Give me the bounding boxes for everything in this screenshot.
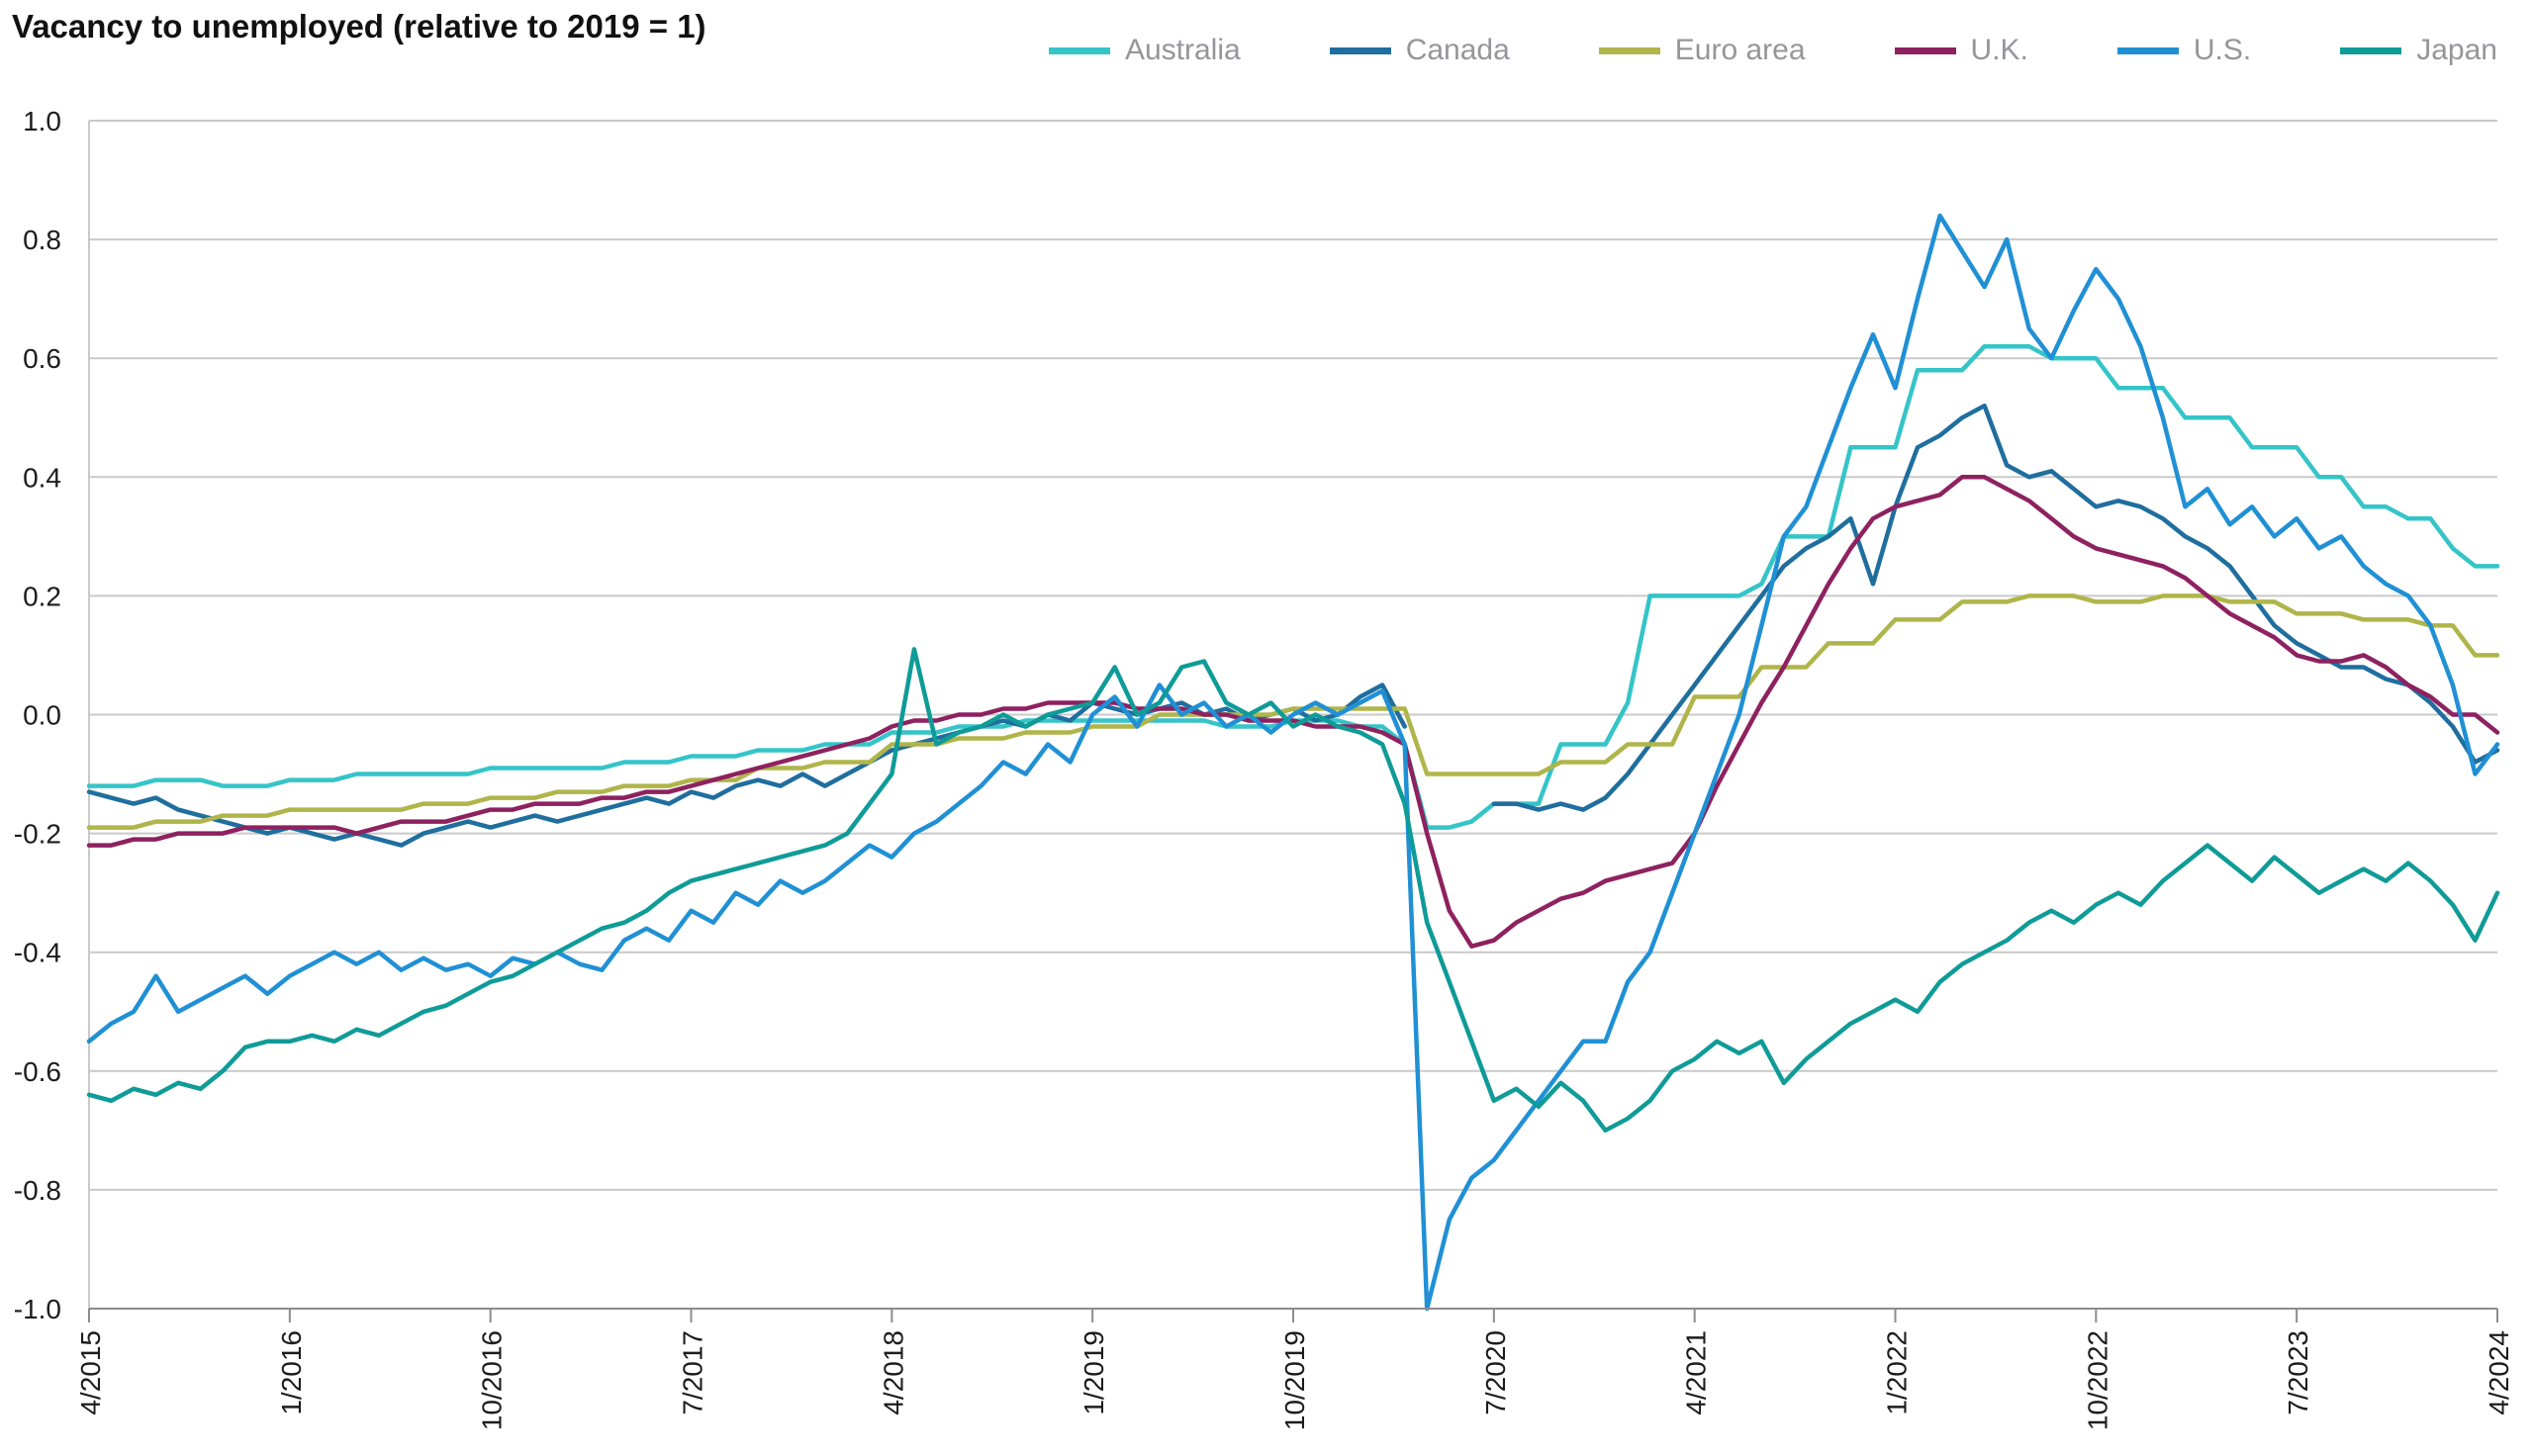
legend-label: U.S. [2193,34,2252,66]
legend-item-canada: Canada [1329,34,1510,67]
series-line-euro-area [86,593,2500,830]
series-line-canada [86,403,2500,848]
y-tick-label: -0.8 [14,1175,61,1206]
x-tick-label: 1/2022 [1882,1330,1913,1415]
legend-line-swatch-icon [1894,46,1956,54]
x-tick-label: 7/2017 [678,1330,708,1415]
legend-item-u-s: U.S. [2116,34,2252,67]
y-tick-label: 0.4 [23,462,61,493]
y-tick-label: -1.0 [14,1294,61,1324]
x-tick-label: 1/2016 [276,1330,307,1415]
x-tick-label: 7/2020 [1480,1330,1511,1415]
series-line-u-s [86,213,2500,1312]
x-tick-label: 4/2021 [1681,1330,1712,1415]
chart-legend: Australia Canada Euro area U.K. U.S. Japan [1048,34,2497,67]
series-line-japan [86,647,2500,1134]
legend-item-australia: Australia [1048,34,1241,67]
y-tick-label: -0.2 [14,819,61,850]
x-tick-label: 1/2019 [1079,1330,1109,1415]
y-tick-label: -0.6 [14,1056,61,1087]
legend-item-euro-area: Euro area [1598,34,1806,67]
legend-label: Euro area [1674,34,1806,66]
y-tick-label: 0.0 [23,700,61,731]
x-tick-label: 10/2016 [477,1330,508,1430]
legend-line-swatch-icon [2116,46,2179,54]
y-tick-label: 0.6 [23,343,61,374]
legend-line-swatch-icon [1329,46,1391,54]
series-line-australia [86,343,2500,830]
legend-item-japan: Japan [2340,34,2497,67]
legend-label: Australia [1124,34,1241,66]
x-tick-label: 4/2024 [2484,1330,2514,1415]
x-tick-label: 4/2015 [75,1330,106,1415]
x-tick-label: 10/2022 [2082,1330,2112,1430]
legend-label: Japan [2416,34,2497,66]
legend-label: U.K. [1970,34,2028,66]
x-tick-label: 10/2019 [1279,1330,1310,1430]
x-tick-label: 4/2018 [878,1330,908,1415]
legend-label: Canada [1405,34,1510,66]
chart-title: Vacancy to unemployed (relative to 2019 … [12,8,706,45]
y-tick-label: 0.2 [23,581,61,611]
x-tick-label: 7/2023 [2283,1330,2313,1415]
y-tick-label: 1.0 [23,106,61,136]
legend-line-swatch-icon [1048,46,1110,54]
legend-line-swatch-icon [1598,46,1660,54]
y-tick-label: 0.8 [23,225,61,255]
series-line-u-k [86,475,2500,949]
y-tick-label: -0.4 [14,938,61,968]
legend-line-swatch-icon [2340,46,2402,54]
legend-item-u-k: U.K. [1894,34,2028,67]
